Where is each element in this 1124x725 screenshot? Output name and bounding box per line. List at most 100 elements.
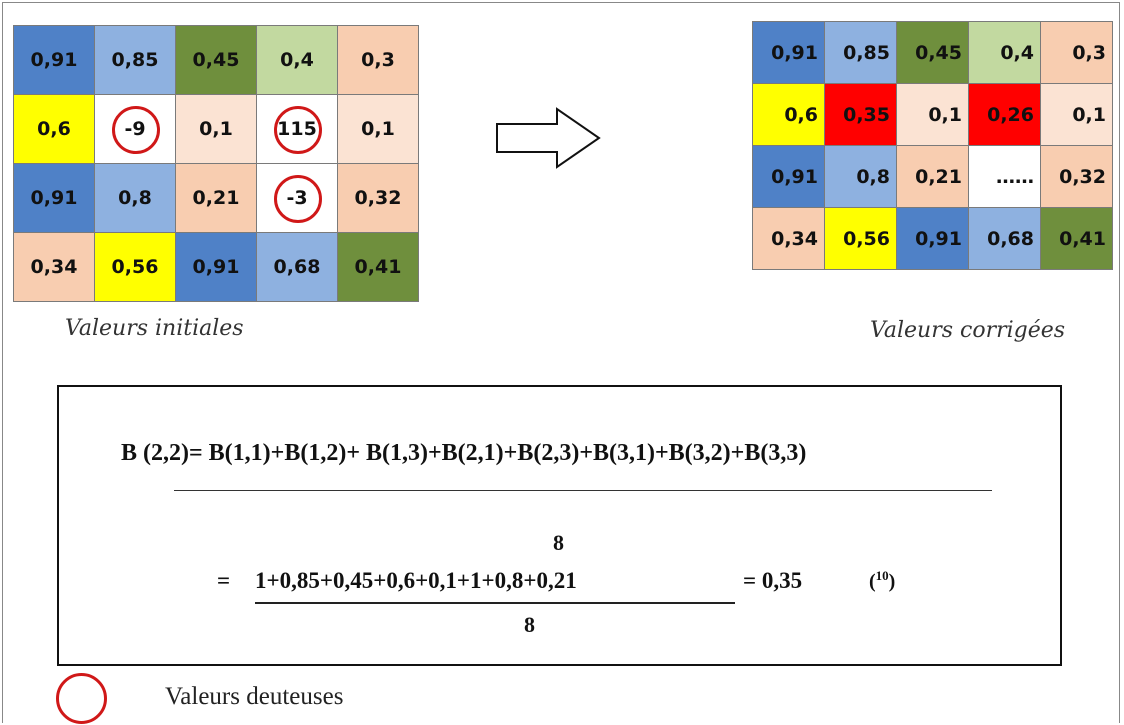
grid-row: 0,34 0,56 0,91 0,68 0,41 [752, 207, 1113, 270]
doubtful-value-ring [274, 106, 322, 154]
grid-cell: 0,1 [337, 94, 419, 164]
cell-value: 0,1 [928, 103, 962, 126]
cell-value: 0,41 [354, 256, 402, 278]
grid-cell: 0,1 [175, 94, 257, 164]
grid-cell: 0,8 [94, 163, 176, 233]
cell-value: 0,35 [843, 103, 890, 126]
ref-close: ) [888, 570, 896, 593]
cell-value: 0,26 [987, 103, 1034, 126]
cell-value: 0,85 [843, 41, 890, 64]
cell-value: 0,3 [361, 49, 395, 71]
grid-cell: 0,41 [1040, 207, 1113, 270]
cell-value: 0,85 [111, 49, 159, 71]
grid-cell: 0,1 [1040, 83, 1113, 146]
grid-cell: 0,41 [337, 232, 419, 302]
doubtful-value-ring [112, 106, 160, 154]
grid-cell: 0,85 [824, 21, 897, 84]
cell-value: 0,1 [1072, 103, 1106, 126]
cell-value: 0,34 [771, 227, 818, 250]
legend-label: Valeurs deuteuses [165, 683, 344, 710]
grid-cell: 0,32 [337, 163, 419, 233]
cell-value: 0,45 [915, 41, 962, 64]
grid-cell: 0,34 [752, 207, 825, 270]
cell-value: 0,91 [771, 165, 818, 188]
grid-cell: 0,6 [752, 83, 825, 146]
grid-cell: 0,21 [896, 145, 969, 208]
grid-cell: 0,3 [337, 25, 419, 95]
formula-denominator: 8 [553, 530, 564, 555]
grid-row: 0,91 0,85 0,45 0,4 0,3 [13, 25, 419, 95]
grid-cell: 0,6 [13, 94, 95, 164]
cell-value: 0,91 [30, 49, 78, 71]
fraction-bar [174, 490, 992, 491]
cell-value: 0,1 [199, 118, 233, 140]
grid-row: 0,91 0,85 0,45 0,4 0,3 [752, 21, 1113, 84]
grid-cell: 0,32 [1040, 145, 1113, 208]
ref-open: ( [869, 570, 876, 593]
grid-cell: 0,68 [968, 207, 1041, 270]
cell-value: 0,4 [280, 49, 314, 71]
formula-equals: = [217, 568, 231, 593]
cell-value: 0,68 [273, 256, 321, 278]
grid-cell: 0,35 [824, 83, 897, 146]
cell-value: 0,34 [30, 256, 78, 278]
cell-value: -9 [124, 118, 146, 140]
formula-sum: 1+0,85+0,45+0,6+0,1+1+0,8+0,21 [255, 568, 577, 593]
cell-value: 0,91 [771, 41, 818, 64]
grid-cell: 0,85 [94, 25, 176, 95]
cell-value: 0,91 [915, 227, 962, 250]
cell-value: 0,41 [1059, 227, 1106, 250]
grid-cell: …… [968, 145, 1041, 208]
grid-cell: 0,91 [13, 163, 95, 233]
cell-value: 0,91 [192, 256, 240, 278]
grid-row: 0,91 0,8 0,21 …… 0,32 [752, 145, 1113, 208]
corrected-values-grid: 0,91 0,85 0,45 0,4 0,3 0,6 0,35 0,1 0,26 0,1 0,91 0… [752, 21, 1113, 270]
cell-value: …… [996, 165, 1034, 188]
grid-row: 0,91 0,8 0,21 -3 0,32 [13, 163, 419, 233]
cell-value: 0,45 [192, 49, 240, 71]
formula-denominator-2: 8 [524, 612, 535, 637]
grid-cell: 0,4 [256, 25, 338, 95]
grid-cell: 0,21 [175, 163, 257, 233]
circle-icon [56, 673, 107, 724]
grid-cell: 0,3 [1040, 21, 1113, 84]
cell-value: 0,8 [856, 165, 890, 188]
formula-numerator: B (2,2)= B(1,1)+B(1,2)+ B(1,3)+B(2,1)+B(… [121, 440, 807, 466]
grid-cell: -3 [256, 163, 338, 233]
cell-value: 0,4 [1000, 41, 1034, 64]
initial-values-caption: Valeurs initiales [65, 316, 244, 341]
grid-cell: 0,56 [94, 232, 176, 302]
right-arrow-icon [496, 107, 601, 169]
doubtful-value-ring [274, 175, 322, 223]
grid-cell: 0,91 [752, 21, 825, 84]
formula-box: B (2,2)= B(1,1)+B(1,2)+ B(1,3)+B(2,1)+B(… [57, 385, 1062, 666]
cell-value: 0,91 [30, 187, 78, 209]
fraction-bar [255, 602, 735, 604]
cell-value: 0,3 [1072, 41, 1106, 64]
cell-value: 0,21 [915, 165, 962, 188]
grid-cell: -9 [94, 94, 176, 164]
cell-value: 0,8 [118, 187, 152, 209]
grid-cell: 0,56 [824, 207, 897, 270]
cell-value: 0,1 [361, 118, 395, 140]
grid-row: 0,6 -9 0,1 115 0,1 [13, 94, 419, 164]
cell-value: 0,6 [784, 103, 818, 126]
grid-cell: 0,45 [896, 21, 969, 84]
cell-value: -3 [286, 187, 308, 209]
grid-cell: 0,34 [13, 232, 95, 302]
grid-cell: 0,4 [968, 21, 1041, 84]
grid-cell: 115 [256, 94, 338, 164]
grid-cell: 0,26 [968, 83, 1041, 146]
cell-value: 0,32 [1059, 165, 1106, 188]
grid-cell: 0,91 [752, 145, 825, 208]
grid-cell: 0,8 [824, 145, 897, 208]
grid-cell: 0,45 [175, 25, 257, 95]
formula-reference: (10) [869, 568, 895, 594]
corrected-values-caption: Valeurs corrigées [870, 318, 1066, 343]
grid-row: 0,34 0,56 0,91 0,68 0,41 [13, 232, 419, 302]
cell-value: 0,56 [111, 256, 159, 278]
cell-value: 0,56 [843, 227, 890, 250]
cell-value: 0,6 [37, 118, 71, 140]
grid-cell: 0,91 [13, 25, 95, 95]
